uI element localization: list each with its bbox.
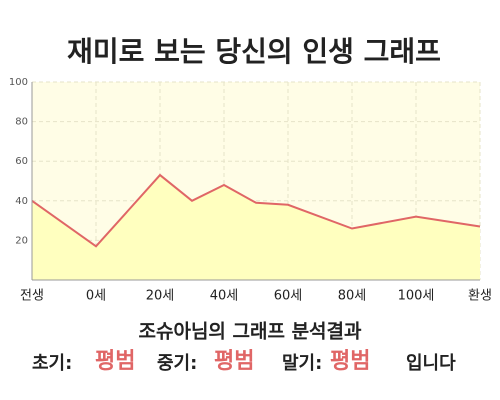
period-value: 평범 — [95, 349, 135, 374]
x-tick-label: 60세 — [274, 289, 303, 304]
period-value: 평범 — [330, 349, 370, 374]
chart-title: 재미로 보는 당신의 인생 그래프 — [67, 35, 441, 68]
y-tick-label: 80 — [15, 117, 28, 128]
line — [31, 173, 481, 248]
x-tick-label: 환생 — [468, 289, 492, 304]
x-tick-label: 100세 — [398, 289, 435, 304]
x-tick-label: 0세 — [86, 289, 106, 304]
x-tick-label: 20세 — [146, 289, 175, 304]
period-label: 초기: — [32, 353, 72, 374]
x-tick-label: 40세 — [210, 289, 239, 304]
x-tick-label: 80세 — [338, 289, 367, 304]
analysis-suffix: 입니다 — [406, 352, 456, 374]
period-label: 중기: — [157, 353, 197, 374]
x-tick-label: 전생 — [20, 289, 44, 304]
period-value: 평범 — [214, 349, 254, 374]
area — [32, 175, 480, 280]
y-tick-label: 60 — [15, 156, 28, 167]
y-tick-label: 100 — [9, 77, 28, 88]
y-tick-label: 20 — [15, 235, 28, 246]
period-label: 말기: — [282, 353, 322, 374]
analysis-heading: 조슈아님의 그래프 분석결과 — [139, 321, 363, 343]
y-tick-label: 40 — [15, 196, 28, 207]
